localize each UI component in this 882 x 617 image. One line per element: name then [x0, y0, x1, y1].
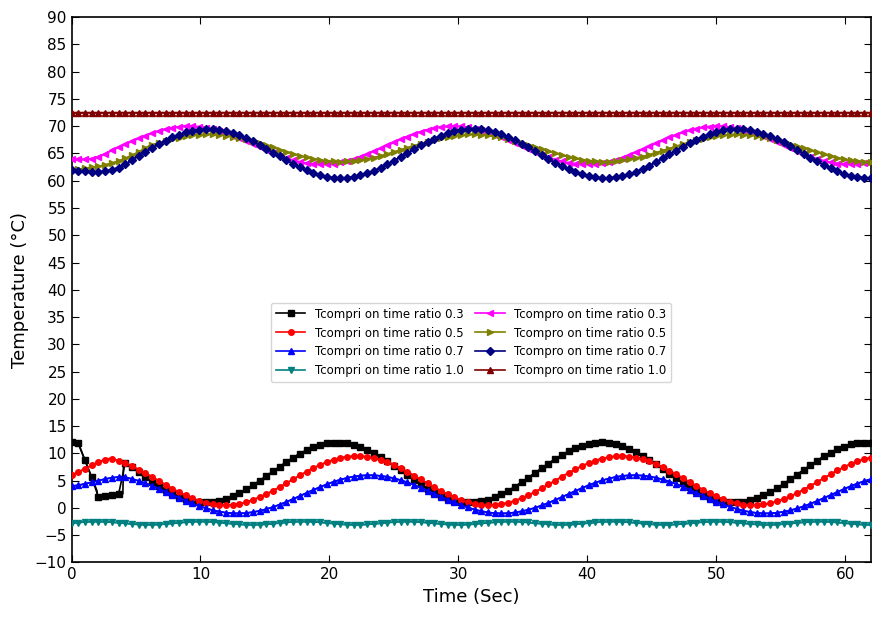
Tcompro on time ratio 0.5 — [846, 157, 856, 164]
Tcompro on time ratio 0.7 — [865, 174, 876, 181]
Tcompro on time ratio 0.7 — [281, 157, 292, 164]
Tcompro on time ratio 0.7 — [705, 130, 715, 138]
Tcompri on time ratio 1.0 — [865, 521, 876, 529]
Tcompro on time ratio 0.3 — [449, 123, 460, 130]
Tcompro on time ratio 0.5 — [234, 134, 244, 141]
Line: Tcompro on time ratio 0.3: Tcompro on time ratio 0.3 — [69, 123, 874, 167]
Tcompro on time ratio 0.7 — [516, 140, 527, 147]
Line: Tcompro on time ratio 0.7: Tcompro on time ratio 0.7 — [69, 126, 874, 181]
Tcompro on time ratio 0.7 — [624, 170, 634, 178]
Tcompro on time ratio 1.0 — [698, 109, 708, 116]
Tcompro on time ratio 0.5 — [698, 135, 708, 143]
Line: Tcompri on time ratio 0.3: Tcompri on time ratio 0.3 — [69, 440, 874, 505]
Tcompri on time ratio 1.0 — [698, 518, 708, 526]
Tcompri on time ratio 0.7 — [516, 508, 527, 515]
Tcompri on time ratio 0.3 — [516, 479, 527, 486]
Tcompri on time ratio 1.0 — [66, 520, 77, 527]
Tcompro on time ratio 1.0 — [234, 109, 244, 116]
Tcompro on time ratio 1.0 — [617, 109, 628, 116]
Tcompri on time ratio 1.0 — [234, 521, 244, 528]
Tcompri on time ratio 0.3 — [288, 454, 298, 462]
Tcompri on time ratio 0.7 — [624, 471, 634, 479]
Tcompro on time ratio 0.5 — [617, 157, 628, 164]
Tcompro on time ratio 0.7 — [234, 131, 244, 139]
Tcompri on time ratio 0.7 — [497, 510, 507, 517]
Tcompro on time ratio 0.5 — [66, 166, 77, 173]
Tcompro on time ratio 0.3 — [234, 135, 244, 142]
Tcompro on time ratio 0.3 — [516, 143, 527, 150]
Tcompri on time ratio 1.0 — [281, 519, 292, 526]
Tcompri on time ratio 0.5 — [234, 500, 244, 507]
Line: Tcompro on time ratio 1.0: Tcompro on time ratio 1.0 — [69, 110, 874, 115]
Tcompro on time ratio 1.0 — [865, 109, 876, 116]
Line: Tcompri on time ratio 1.0: Tcompri on time ratio 1.0 — [69, 519, 874, 528]
Tcompro on time ratio 0.3 — [705, 123, 715, 130]
Line: Tcompri on time ratio 0.7: Tcompri on time ratio 0.7 — [69, 473, 874, 516]
Tcompro on time ratio 0.7 — [731, 125, 742, 133]
Tcompri on time ratio 0.5 — [631, 454, 641, 462]
Tcompri on time ratio 1.0 — [846, 520, 856, 528]
Tcompro on time ratio 0.5 — [510, 137, 520, 144]
Tcompro on time ratio 0.5 — [865, 158, 876, 165]
Tcompri on time ratio 0.7 — [852, 480, 863, 487]
Tcompri on time ratio 0.5 — [711, 493, 721, 500]
Legend: Tcompri on time ratio 0.3, Tcompri on time ratio 0.5, Tcompri on time ratio 0.7,: Tcompri on time ratio 0.3, Tcompri on ti… — [271, 303, 671, 382]
Tcompri on time ratio 0.5 — [66, 471, 77, 479]
Tcompro on time ratio 0.7 — [852, 173, 863, 181]
Tcompri on time ratio 0.3 — [865, 439, 876, 446]
Tcompro on time ratio 0.7 — [335, 174, 346, 181]
Tcompri on time ratio 0.7 — [865, 476, 876, 483]
Tcompro on time ratio 0.5 — [731, 131, 742, 138]
Tcompro on time ratio 0.3 — [852, 160, 863, 168]
Tcompro on time ratio 0.7 — [66, 166, 77, 173]
Tcompri on time ratio 0.7 — [281, 498, 292, 505]
Tcompri on time ratio 0.7 — [234, 510, 244, 517]
Tcompri on time ratio 0.3 — [200, 499, 211, 506]
Tcompro on time ratio 1.0 — [510, 109, 520, 116]
Line: Tcompro on time ratio 0.5: Tcompro on time ratio 0.5 — [69, 131, 874, 173]
Tcompri on time ratio 0.7 — [66, 482, 77, 490]
Tcompri on time ratio 0.5 — [281, 479, 292, 487]
Tcompro on time ratio 1.0 — [281, 109, 292, 116]
Tcompri on time ratio 0.7 — [711, 498, 721, 505]
Tcompri on time ratio 1.0 — [617, 518, 628, 526]
Tcompro on time ratio 1.0 — [66, 109, 77, 116]
Tcompri on time ratio 1.0 — [711, 518, 721, 525]
Tcompri on time ratio 0.3 — [241, 486, 251, 493]
Tcompri on time ratio 0.3 — [846, 441, 856, 448]
Tcompri on time ratio 0.5 — [865, 454, 876, 462]
Tcompro on time ratio 0.3 — [281, 154, 292, 162]
Tcompro on time ratio 1.0 — [839, 109, 849, 116]
Tcompri on time ratio 0.7 — [631, 471, 641, 479]
Tcompri on time ratio 0.5 — [617, 452, 628, 460]
Y-axis label: Temperature (°C): Temperature (°C) — [11, 212, 29, 368]
Tcompro on time ratio 0.3 — [846, 160, 856, 168]
Tcompro on time ratio 0.3 — [66, 155, 77, 163]
Tcompro on time ratio 0.3 — [865, 159, 876, 166]
Tcompri on time ratio 1.0 — [510, 518, 520, 525]
Tcompri on time ratio 0.5 — [516, 494, 527, 502]
Tcompri on time ratio 0.5 — [852, 458, 863, 465]
Tcompro on time ratio 0.5 — [281, 148, 292, 155]
X-axis label: Time (Sec): Time (Sec) — [423, 588, 519, 606]
Line: Tcompri on time ratio 0.5: Tcompri on time ratio 0.5 — [69, 453, 874, 508]
Tcompri on time ratio 0.3 — [66, 439, 77, 446]
Tcompri on time ratio 0.5 — [482, 502, 493, 509]
Tcompri on time ratio 0.3 — [705, 494, 715, 502]
Tcompro on time ratio 0.3 — [624, 151, 634, 159]
Tcompri on time ratio 0.3 — [624, 445, 634, 452]
